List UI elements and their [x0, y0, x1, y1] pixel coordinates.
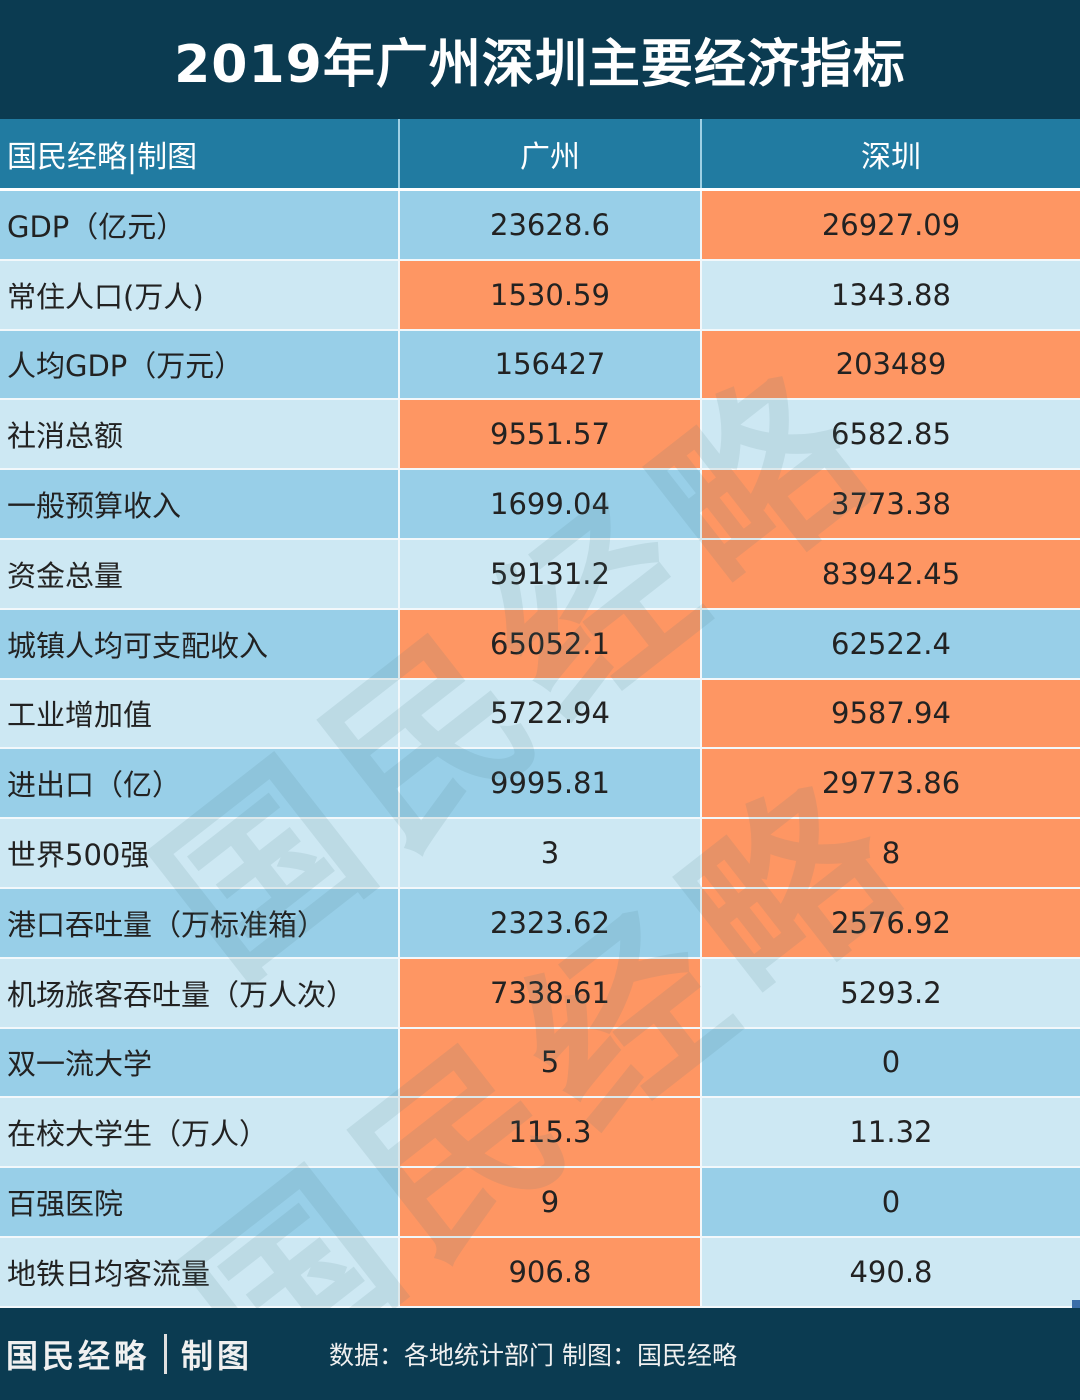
footer-brand: 国民经略	[6, 1337, 151, 1375]
header-label-column: 国民经略|制图	[7, 139, 198, 175]
cell-shenzhen: 26927.09	[700, 191, 1080, 259]
table-row: 双一流大学 5 0	[0, 1028, 1080, 1099]
table-row: 在校大学生（万人） 115.3 11.32	[0, 1098, 1080, 1169]
footer-brand-suffix: 制图	[181, 1337, 254, 1375]
cell-shenzhen: 203489	[700, 330, 1080, 399]
cell-shenzhen: 6582.85	[700, 400, 1080, 469]
header-guangzhou: 广州	[398, 119, 700, 188]
table-row: 工业增加值 5722.94 9587.94	[0, 679, 1080, 750]
cell-guangzhou: 156427	[398, 330, 700, 399]
cell-shenzhen: 9587.94	[700, 679, 1080, 748]
table-row: 地铁日均客流量 906.8 490.8	[0, 1237, 1080, 1308]
cell-shenzhen: 3773.38	[700, 470, 1080, 538]
cell-shenzhen: 5293.2	[700, 958, 1080, 1027]
row-label: 百强医院	[0, 1168, 398, 1236]
row-label: 在校大学生（万人）	[0, 1098, 398, 1167]
row-label: 资金总量	[0, 539, 398, 608]
corner-mark	[1072, 1300, 1080, 1308]
table-body: GDP（亿元） 23628.6 26927.09 常住人口(万人) 1530.59 134…	[0, 191, 1080, 1308]
header-divider	[0, 188, 1080, 191]
row-label: 常住人口(万人)	[0, 260, 398, 329]
cell-shenzhen: 62522.4	[700, 609, 1080, 678]
row-label: 双一流大学	[0, 1028, 398, 1097]
table-row: 社消总额 9551.57 6582.85	[0, 400, 1080, 471]
table-header: 国民经略|制图 广州 深圳	[0, 119, 1080, 188]
table-row: 进出口（亿） 9995.81 29773.86	[0, 749, 1080, 820]
cell-shenzhen: 83942.45	[700, 539, 1080, 608]
table-row: GDP（亿元） 23628.6 26927.09	[0, 191, 1080, 261]
row-label: 人均GDP（万元）	[0, 330, 398, 399]
cell-guangzhou: 1699.04	[398, 470, 700, 538]
cell-guangzhou: 3	[398, 819, 700, 887]
table-row: 一般预算收入 1699.04 3773.38	[0, 470, 1080, 540]
table-row: 常住人口(万人) 1530.59 1343.88	[0, 260, 1080, 331]
cell-guangzhou: 9551.57	[398, 400, 700, 469]
cell-shenzhen: 8	[700, 819, 1080, 887]
cell-shenzhen: 0	[700, 1168, 1080, 1236]
row-label: 世界500强	[0, 819, 398, 887]
cell-shenzhen: 1343.88	[700, 260, 1080, 329]
cell-shenzhen: 29773.86	[700, 749, 1080, 818]
cell-guangzhou: 9	[398, 1168, 700, 1236]
cell-guangzhou: 59131.2	[398, 539, 700, 608]
cell-guangzhou: 2323.62	[398, 888, 700, 957]
table-row: 世界500强 3 8	[0, 819, 1080, 889]
cell-guangzhou: 1530.59	[398, 260, 700, 329]
cell-shenzhen: 490.8	[700, 1237, 1080, 1306]
table-row: 资金总量 59131.2 83942.45	[0, 539, 1080, 610]
row-label: 机场旅客吞吐量（万人次）	[0, 958, 398, 1027]
cell-shenzhen: 11.32	[700, 1098, 1080, 1167]
row-label: 工业增加值	[0, 679, 398, 748]
cell-shenzhen: 2576.92	[700, 888, 1080, 957]
cell-guangzhou: 9995.81	[398, 749, 700, 818]
cell-guangzhou: 7338.61	[398, 958, 700, 1027]
row-label: 地铁日均客流量	[0, 1237, 398, 1306]
row-label: GDP（亿元）	[0, 191, 398, 259]
table-row: 百强医院 9 0	[0, 1168, 1080, 1238]
table-row: 人均GDP（万元） 156427 203489	[0, 330, 1080, 401]
row-label: 一般预算收入	[0, 470, 398, 538]
cell-guangzhou: 65052.1	[398, 609, 700, 678]
cell-shenzhen: 0	[700, 1028, 1080, 1097]
table-row: 机场旅客吞吐量（万人次） 7338.61 5293.2	[0, 958, 1080, 1029]
cell-guangzhou: 115.3	[398, 1098, 700, 1167]
row-label: 社消总额	[0, 400, 398, 469]
page-title: 2019年广州深圳主要经济指标	[0, 0, 1080, 119]
footer: 国民经略 制图 数据：各地统计部门 制图：国民经略	[0, 1308, 1080, 1400]
footer-credit: 数据：各地统计部门 制图：国民经略	[329, 1341, 737, 1370]
table-row: 城镇人均可支配收入 65052.1 62522.4	[0, 609, 1080, 680]
table-row: 港口吞吐量（万标准箱） 2323.62 2576.92	[0, 888, 1080, 959]
cell-guangzhou: 906.8	[398, 1237, 700, 1306]
row-label: 进出口（亿）	[0, 749, 398, 818]
row-label: 港口吞吐量（万标准箱）	[0, 888, 398, 957]
footer-divider	[164, 1334, 168, 1374]
cell-guangzhou: 23628.6	[398, 191, 700, 259]
header-shenzhen: 深圳	[700, 119, 1080, 188]
row-label: 城镇人均可支配收入	[0, 609, 398, 678]
cell-guangzhou: 5	[398, 1028, 700, 1097]
cell-guangzhou: 5722.94	[398, 679, 700, 748]
